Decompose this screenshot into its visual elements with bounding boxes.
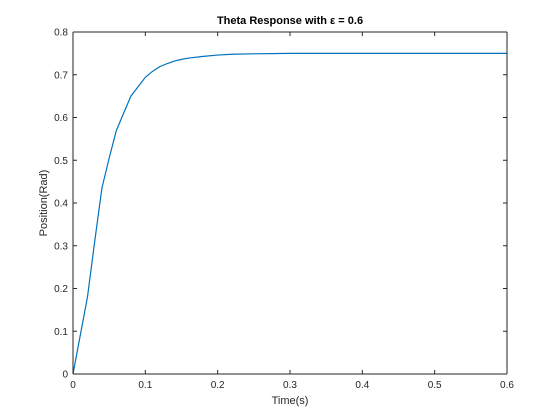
x-axis-label: Time(s) bbox=[272, 395, 309, 407]
x-tick-label: 0 bbox=[70, 380, 76, 391]
chart-title: Theta Response with ε = 0.6 bbox=[217, 15, 363, 27]
x-tick-label: 0.5 bbox=[428, 380, 442, 391]
y-tick-label: 0 bbox=[62, 370, 68, 381]
x-tick-label: 0.6 bbox=[500, 380, 514, 391]
y-tick-label: 0.4 bbox=[54, 199, 68, 210]
series-line-1 bbox=[72, 52, 507, 375]
y-tick-label: 0.3 bbox=[54, 241, 68, 252]
y-tick-label: 0.1 bbox=[54, 327, 68, 338]
x-tick-label: 0.2 bbox=[211, 380, 225, 391]
x-tick-label: 0.1 bbox=[138, 380, 152, 391]
y-tick-label: 0.8 bbox=[54, 28, 68, 39]
x-tick-label: 0.3 bbox=[283, 380, 297, 391]
x-tick-label: 0.4 bbox=[355, 380, 369, 391]
y-tick-label: 0.7 bbox=[54, 70, 68, 81]
y-tick-label: 0.6 bbox=[54, 113, 68, 124]
y-axis-label: Position(Rad) bbox=[38, 170, 50, 237]
y-tick-label: 0.5 bbox=[54, 156, 68, 167]
plot-area bbox=[73, 32, 507, 374]
y-tick-label: 0.2 bbox=[54, 284, 68, 295]
